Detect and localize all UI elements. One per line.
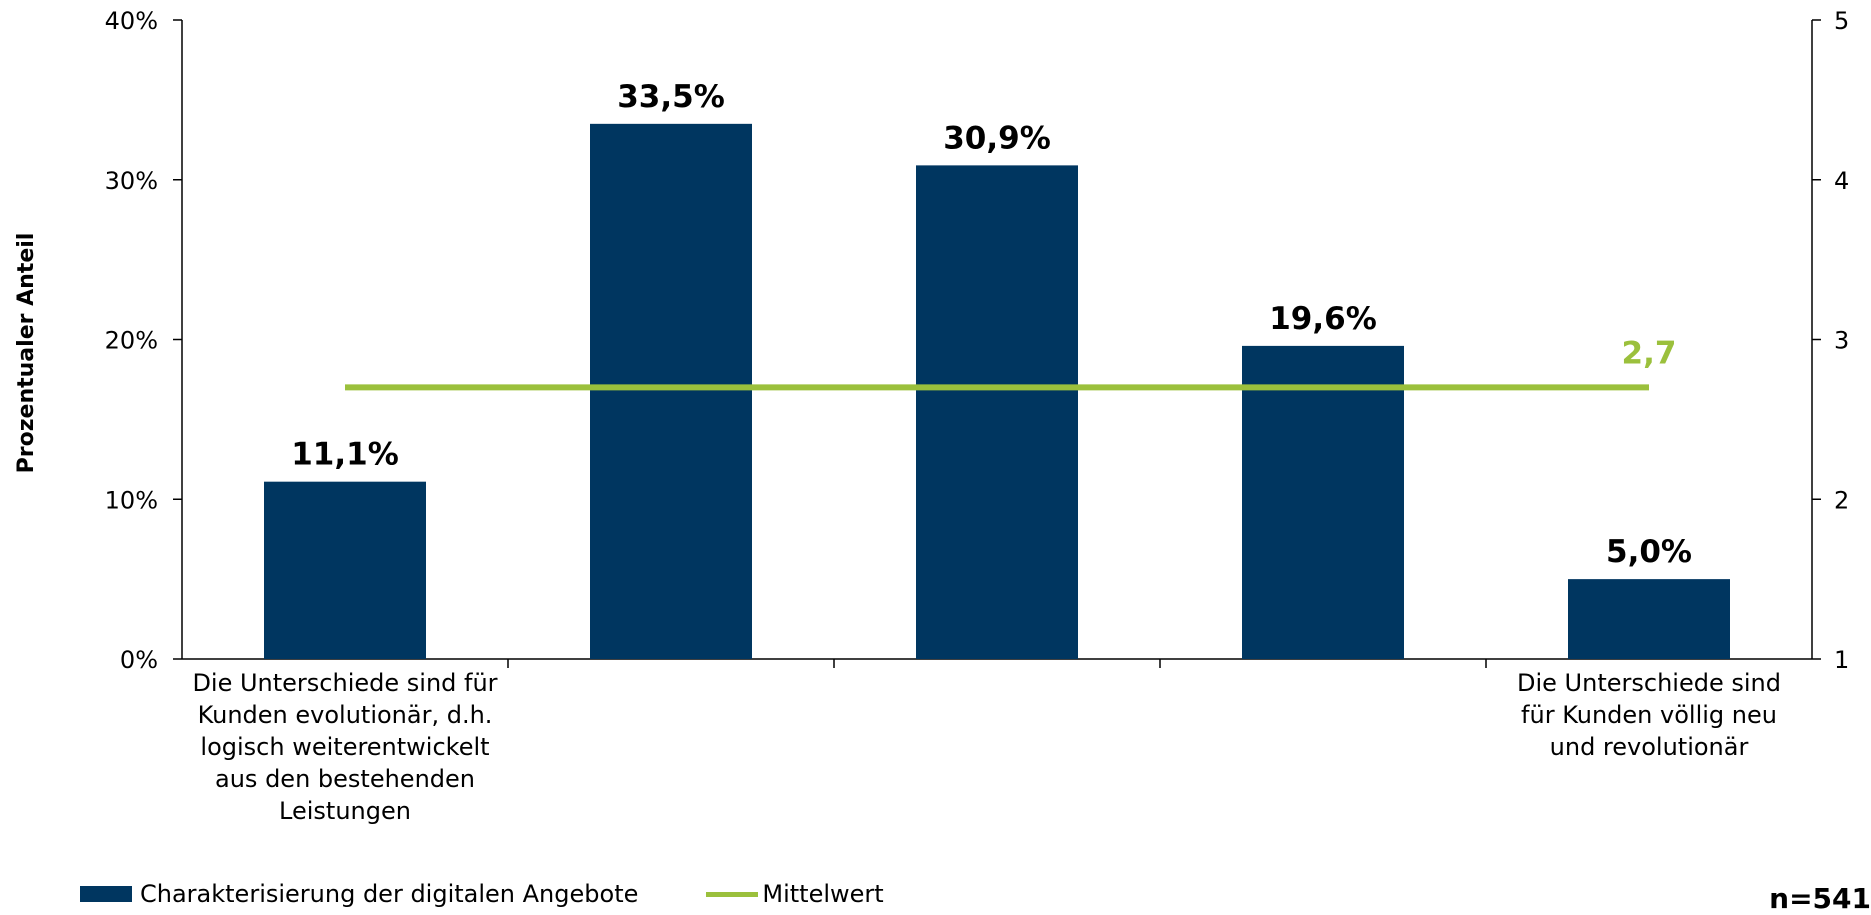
- category-label-line: und revolutionär: [1550, 733, 1749, 761]
- bar: [264, 481, 426, 659]
- y2-tick-label: 2: [1834, 486, 1849, 514]
- legend-bar-label: Charakterisierung der digitalen Angebote: [140, 880, 639, 908]
- mean-value-label: 2,7: [1622, 335, 1677, 371]
- legend-item-bars: Charakterisierung der digitalen Angebote: [80, 880, 638, 908]
- y2-tick-label: 1: [1834, 646, 1849, 674]
- bar: [590, 123, 752, 659]
- bar-value-label: 5,0%: [1606, 534, 1692, 570]
- right-y-axis-ticks: 1 2 3 4 5: [1812, 7, 1849, 674]
- bar: [1242, 345, 1404, 659]
- y2-tick-label: 4: [1834, 167, 1849, 195]
- legend-bar-swatch: [80, 886, 132, 902]
- bar-value-label: 19,6%: [1269, 301, 1377, 337]
- bar: [1568, 579, 1730, 659]
- category-labels: Die Unterschiede sind für Kunden evolutio…: [192, 669, 1781, 825]
- category-label-line: aus den bestehenden: [215, 765, 475, 793]
- y-axis-label: Prozentualer Anteil: [14, 233, 39, 474]
- category-label-line: logisch weiterentwickelt: [200, 733, 489, 761]
- category-label-line: Leistungen: [279, 797, 411, 825]
- y-tick-label: 0%: [120, 646, 158, 674]
- category-label-line: Kunden evolutionär, d.h.: [198, 701, 493, 729]
- y-tick-label: 30%: [105, 167, 158, 195]
- bar: [916, 165, 1078, 659]
- y-tick-label: 10%: [105, 486, 158, 514]
- category-label-line: Die Unterschiede sind: [1517, 669, 1781, 697]
- legend: Charakterisierung der digitalen Angebote…: [80, 880, 952, 908]
- bars: [264, 123, 1730, 659]
- legend-line-label: Mittelwert: [762, 880, 884, 908]
- bar-value-labels: 11,1% 33,5% 30,9% 19,6% 5,0%: [291, 79, 1692, 570]
- y2-tick-label: 3: [1834, 327, 1849, 355]
- legend-line-swatch: [706, 891, 759, 897]
- bar-value-label: 11,1%: [291, 437, 399, 473]
- category-label-line: für Kunden völlig neu: [1521, 701, 1777, 729]
- bar-value-label: 33,5%: [617, 79, 725, 115]
- left-y-axis-ticks: 0% 10% 20% 30% 40%: [105, 7, 182, 674]
- bar-value-label: 30,9%: [943, 120, 1051, 156]
- legend-item-mean: Mittelwert: [706, 880, 884, 908]
- sample-size-note: n=541: [1769, 882, 1871, 915]
- category-label-line: Die Unterschiede sind für: [192, 669, 497, 697]
- y-tick-label: 20%: [105, 327, 158, 355]
- y-tick-label: 40%: [105, 7, 158, 35]
- y2-tick-label: 5: [1834, 7, 1849, 35]
